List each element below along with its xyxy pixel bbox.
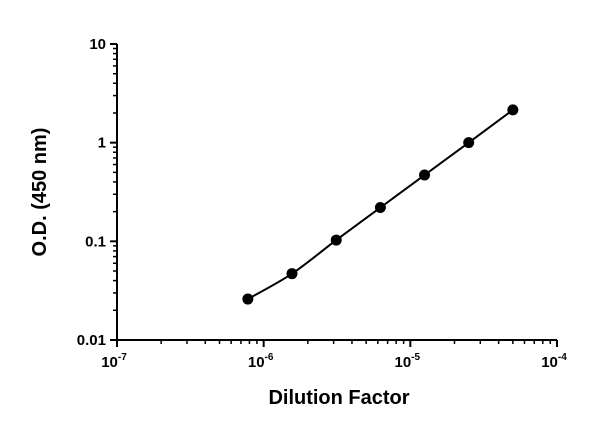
x-tick-base: 10 (541, 354, 558, 371)
x-tick-base: 10 (101, 354, 118, 371)
y-tick-label: 10 (89, 36, 106, 53)
data-point (507, 104, 519, 116)
x-tick-base: 10 (248, 354, 265, 371)
x-tick-exponent: -6 (265, 352, 274, 363)
x-tick-exponent: -4 (558, 352, 567, 363)
y-tick-label: 1 (98, 135, 106, 152)
x-tick-label: 10-4 (541, 352, 567, 371)
data-points (242, 104, 519, 305)
y-tick-label: 0.01 (77, 332, 106, 349)
data-point (463, 137, 475, 149)
data-point (374, 202, 386, 214)
data-point (330, 234, 342, 246)
x-axis-title: Dilution Factor (268, 387, 409, 409)
x-tick-exponent: -7 (118, 352, 127, 363)
data-point (419, 169, 431, 181)
x-tick-label: 10-7 (101, 352, 127, 371)
data-point (242, 293, 254, 305)
y-tick-label: 0.1 (85, 233, 106, 250)
y-axis-title: O.D. (450 nm) (29, 128, 51, 257)
x-tick-exponent: -5 (411, 352, 420, 363)
x-tick-label: 10-6 (248, 352, 274, 371)
x-tick-label: 10-5 (395, 352, 421, 371)
data-point (286, 268, 298, 280)
x-tick-base: 10 (395, 354, 412, 371)
